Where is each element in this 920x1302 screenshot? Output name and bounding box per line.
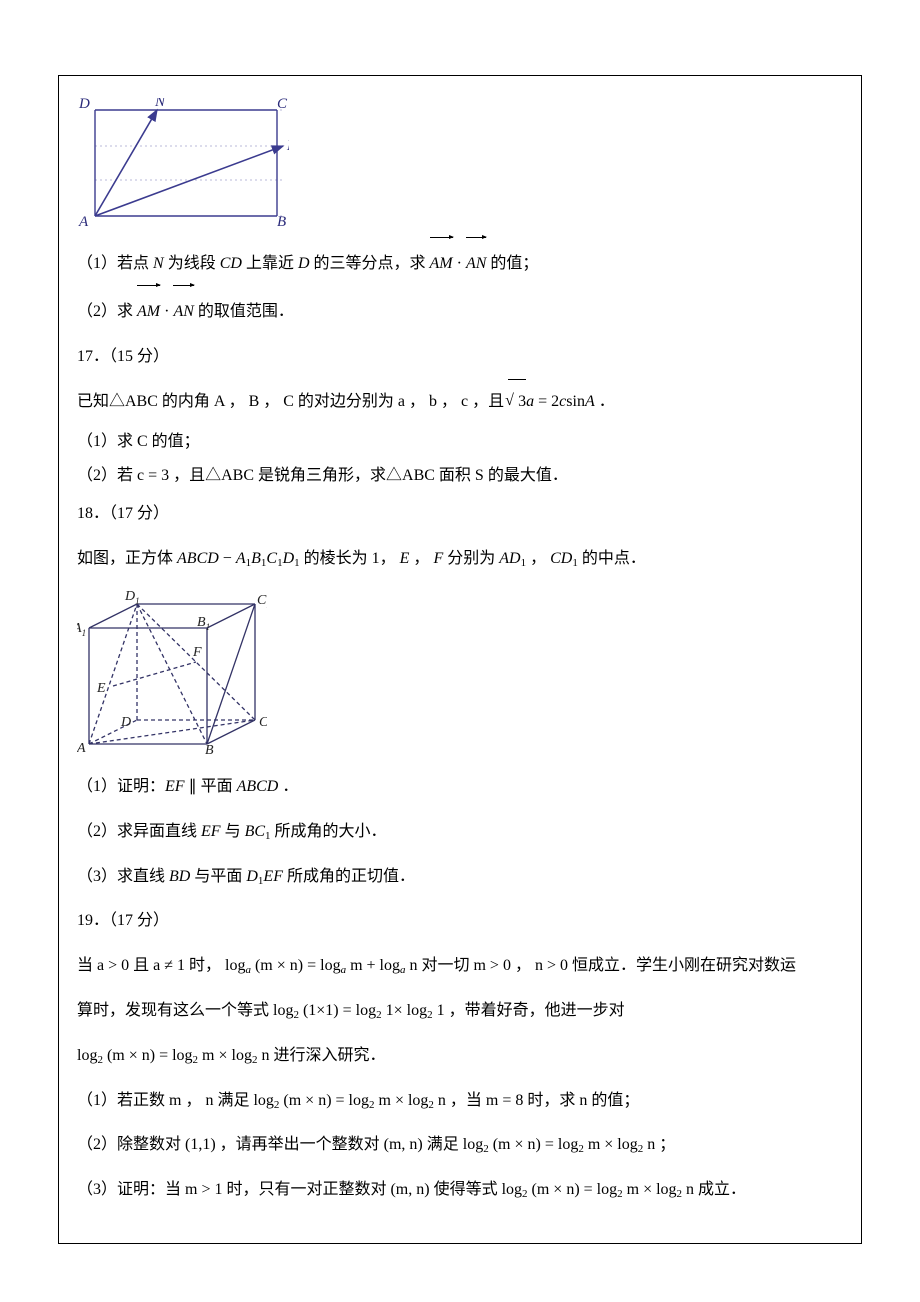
svg-text:C1: C1 [257,593,267,610]
page: A B C D N M （1）若点 N 为线段 CD 上靠近 D 的三等分点，求 AM ·… [0,0,920,1302]
svg-text:A: A [77,741,86,754]
q19-p1: （1）若正数 m ， n 满足 log2 (m × n) = log2 m × … [77,1079,843,1124]
q18-p2: （2）求异面直线 EF 与 BC1 所成角的大小． [77,810,843,855]
figure2-svg: A B C D A1 B1 C1 D1 E F [77,586,267,754]
q17-p2: （2）若 c = 3 ，且△ABC 是锐角三角形，求△ABC 面积 S 的最大值… [77,459,843,493]
q18-intro: 如图，正方体 ABCD − A1B1C1D1 的棱长为 1， E ， F 分别为… [77,537,843,582]
q17-intro: 已知△ABC 的内角 A ， B ， C 的对边分别为 a ， b ， c ，且… [77,379,843,425]
figure1-svg: A B C D N M [77,98,289,228]
svg-text:N: N [154,98,166,110]
q19-l2: 算时，发现有这么一个等式 log2 (1×1) = log2 1× log2 1… [77,989,843,1034]
content-frame: A B C D N M （1）若点 N 为线段 CD 上靠近 D 的三等分点，求 AM ·… [58,75,862,1244]
svg-text:B1: B1 [197,615,210,632]
svg-text:C: C [277,98,288,112]
q18-header: 18．（17 分） [77,492,843,537]
vec-AN: AN [466,255,486,272]
svg-text:A: A [78,214,89,228]
q16-part2: （2）求 AM · AN 的取值范围． [77,287,843,335]
figure-cube: A B C D A1 B1 C1 D1 E F [77,586,843,759]
svg-text:B: B [277,214,286,228]
q16-part1: （1）若点 N 为线段 CD 上靠近 D 的三等分点，求 AM · AN 的值； [77,239,843,287]
figure-rectangle-vectors: A B C D N M [77,98,843,233]
vec-AM: AM [430,255,453,272]
svg-text:D: D [120,715,131,730]
svg-text:M: M [286,138,289,154]
svg-text:C: C [259,715,267,730]
svg-text:D: D [78,98,90,112]
q19-l3: log2 (m × n) = log2 m × log2 n 进行深入研究． [77,1034,843,1079]
q18-p1: （1）证明：EF ∥ 平面 ABCD ． [77,765,843,810]
q17-header: 17．（15 分） [77,335,843,380]
q17-p1: （1）求 C 的值； [77,425,843,459]
svg-text:D1: D1 [124,589,140,606]
q18-p3: （3）求直线 BD 与平面 D1EF 所成角的正切值． [77,855,843,900]
svg-text:B: B [205,743,214,754]
svg-text:E: E [96,681,106,696]
q19-header: 19．（17 分） [77,899,843,944]
svg-text:F: F [192,645,202,660]
q19-p2: （2）除整数对 (1,1) ，请再举出一个整数对 (m, n) 满足 log2 … [77,1123,843,1168]
q19-p3: （3）证明：当 m > 1 时，只有一对正整数对 (m, n) 使得等式 log… [77,1168,843,1213]
q19-l1: 当 a > 0 且 a ≠ 1 时， loga (m × n) = loga m… [77,944,843,989]
svg-text:A1: A1 [77,621,86,638]
